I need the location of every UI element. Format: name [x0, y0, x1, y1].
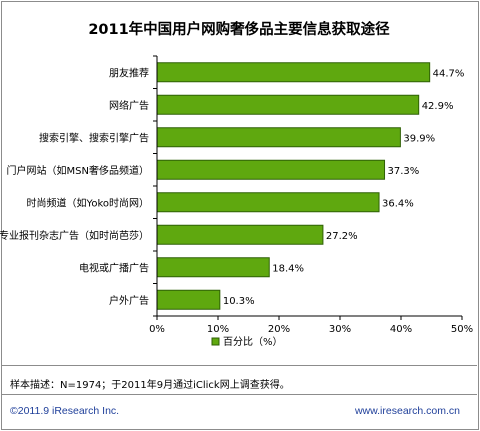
bars-layer: 44.7% 42.9% 39.9% 37.3% 36.4% 27.2% 18.4% 10.3%	[156, 62, 465, 310]
bar	[156, 94, 420, 115]
data-label: 37.3%	[388, 166, 420, 177]
axis-layer: 0% 10% 20% 30% 40% 50% 朋友推荐网络广告搜索引擎、搜索引擎广告门户网站…	[0, 55, 473, 335]
legend-swatch	[211, 337, 220, 346]
bar	[156, 192, 380, 213]
category-label: 专业报刊杂志广告（如时尚芭莎）	[0, 229, 149, 242]
x-tick-label: 40%	[390, 324, 412, 335]
category-label: 时尚频道（如Yoko时尚网）	[27, 196, 149, 209]
chart-title: 2011年中国用户网购奢侈品主要信息获取途径	[88, 22, 390, 38]
category-label: 门户网站（如MSN奢侈品频道）	[7, 164, 149, 177]
data-label: 39.9%	[403, 133, 435, 144]
x-tick-label: 10%	[207, 324, 229, 335]
data-label: 18.4%	[272, 263, 304, 274]
category-label: 朋友推荐	[109, 66, 149, 79]
category-label: 户外广告	[109, 294, 149, 307]
data-label: 10.3%	[223, 296, 255, 307]
bar	[156, 224, 324, 245]
data-label: 27.2%	[326, 231, 358, 242]
sample-note: 样本描述：N=1974；于2011年9月通过iClick网上调查获得。	[10, 380, 290, 391]
x-tick-label: 0%	[149, 324, 165, 335]
bar	[156, 127, 401, 148]
category-label: 电视或广播广告	[79, 261, 149, 274]
data-label: 36.4%	[382, 198, 414, 209]
bar	[156, 159, 386, 180]
x-tick-label: 20%	[268, 324, 290, 335]
footer-separator	[2, 394, 477, 395]
bar	[156, 257, 270, 278]
bar	[156, 289, 221, 310]
x-tick-label: 50%	[451, 324, 473, 335]
data-label: 44.7%	[433, 68, 465, 79]
bar	[156, 62, 431, 83]
note-separator	[2, 365, 477, 366]
website-link[interactable]: www.iresearch.com.cn	[354, 405, 460, 417]
category-label: 网络广告	[109, 99, 149, 112]
category-label: 搜索引擎、搜索引擎广告	[39, 131, 149, 144]
data-label: 42.9%	[422, 101, 454, 112]
legend: 百分比（%）	[211, 336, 283, 348]
copyright-text: ©2011.9 iResearch Inc.	[10, 405, 120, 417]
legend-label: 百分比（%）	[223, 336, 283, 348]
x-tick-label: 30%	[329, 324, 351, 335]
